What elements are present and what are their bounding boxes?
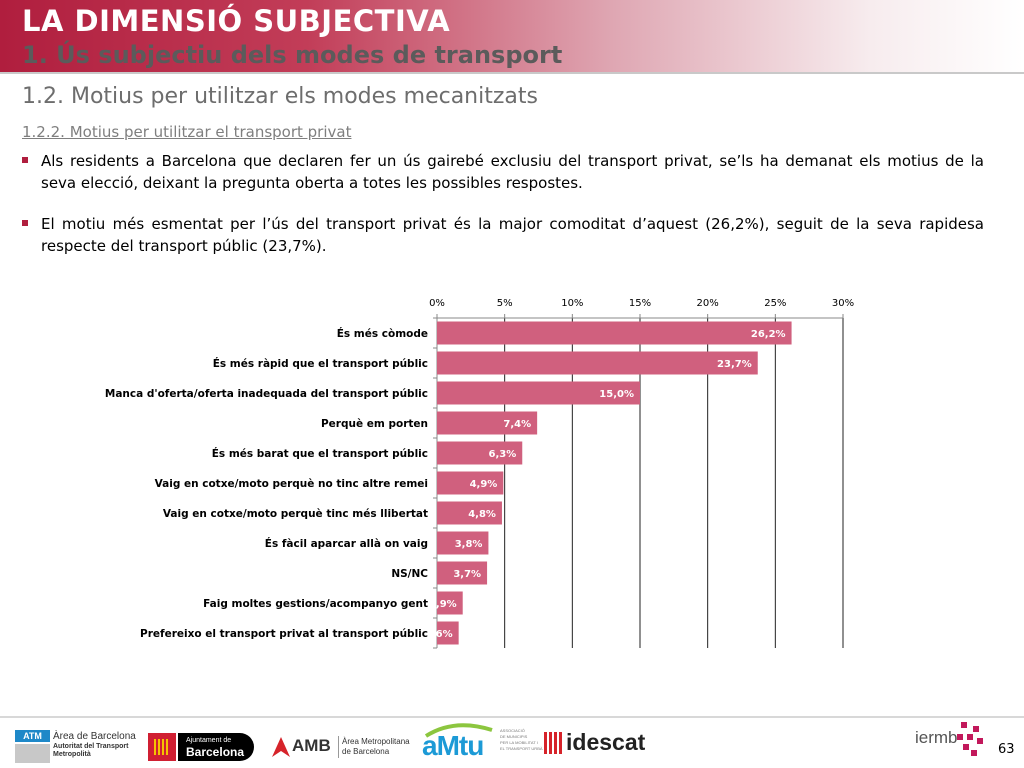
- amtu-line-3: PER LA MOBILITAT I: [500, 740, 538, 745]
- amtu-line-4: EL TRANSPORT URBÀ: [500, 746, 543, 751]
- ajuntament-line-1: Ajuntament de: [186, 737, 232, 744]
- bar-chart: 0% 5% 10% 15% 20% 25% 30% 26,2% És més còmode 23,…: [105, 298, 854, 649]
- bullet-square-icon: [22, 220, 28, 226]
- atm-gray-bar: [15, 744, 50, 763]
- category-label: Vaig en cotxe/moto perquè tinc més llibe…: [163, 508, 428, 520]
- ajuntament-shield-icon: [148, 733, 176, 761]
- bullet-item: El motiu més esmentat per l’ús del trans…: [22, 213, 984, 257]
- ajuntament-line-2: Barcelona: [186, 745, 245, 759]
- data-label: 4,8%: [468, 509, 496, 520]
- data-label: 23,7%: [717, 359, 752, 370]
- page-subtitle: 1. Ús subjectiu dels modes de transport: [22, 41, 563, 69]
- iermb-name: iermb: [915, 728, 958, 747]
- atm-line-3: Metropolità: [53, 751, 91, 758]
- data-label: 3,8%: [455, 539, 483, 550]
- amb-arrow-icon: [272, 737, 290, 757]
- footer-divider: [0, 716, 1024, 718]
- idescat-symbol-icon: [544, 732, 564, 754]
- bar: [437, 351, 758, 375]
- category-label: Perquè em porten: [321, 418, 428, 430]
- bullet-text: Als residents a Barcelona que declaren f…: [41, 152, 984, 192]
- data-label: 26,2%: [751, 329, 786, 340]
- bullet-list: Als residents a Barcelona que declaren f…: [22, 150, 984, 257]
- page-number: 63: [998, 742, 1015, 757]
- section-title: 1.2. Motius per utilitzar els modes meca…: [22, 84, 538, 109]
- bullet-text: El motiu més esmentat per l’ús del trans…: [41, 215, 984, 255]
- data-label: 6,3%: [489, 449, 517, 460]
- x-tick-label: 10%: [561, 298, 583, 309]
- bullet-item: Als residents a Barcelona que declaren f…: [22, 150, 984, 194]
- amtu-line-2: DE MUNICIPIS: [500, 734, 528, 739]
- ajuntament-logo: Ajuntament de Barcelona: [148, 733, 254, 761]
- atm-line-2: Autoritat del Transport: [53, 743, 129, 750]
- amtu-name: aMtu: [422, 730, 484, 761]
- idescat-logo: idescat: [544, 729, 648, 759]
- data-label: 7,4%: [503, 419, 531, 430]
- atm-logo: ATM Àrea de Barcelona Autoritat del Tran…: [15, 730, 136, 763]
- bar: [437, 321, 792, 345]
- x-tick-label: 15%: [629, 298, 651, 309]
- data-label: 3,7%: [453, 569, 481, 580]
- category-label: És més ràpid que el transport públic: [213, 357, 428, 370]
- data-label: 15,0%: [599, 389, 634, 400]
- x-tick-label: 20%: [697, 298, 719, 309]
- bar: [437, 591, 463, 615]
- bar: [437, 471, 504, 495]
- x-tick-label: 0%: [429, 298, 445, 309]
- category-label: Prefereixo el transport privat al transp…: [140, 628, 428, 640]
- subsection-title: 1.2.2. Motius per utilitzar el transport…: [22, 123, 352, 141]
- bullet-square-icon: [22, 157, 28, 163]
- bar: [437, 441, 523, 465]
- category-label: És més còmode: [337, 327, 428, 340]
- bar: [437, 411, 538, 435]
- amb-logo: AMB Àrea Metropolitana de Barcelona: [272, 734, 410, 760]
- category-label: És fàcil aparcar allà on vaig: [265, 537, 428, 550]
- page-title: LA DIMENSIÓ SUBJECTIVA: [22, 4, 451, 38]
- amtu-logo: aMtu ASSOCIACIÓ DE MUNICIPIS PER LA MOBI…: [420, 722, 543, 762]
- header-divider: [0, 72, 1024, 74]
- data-label: 1,9%: [429, 599, 457, 610]
- amtu-line-1: ASSOCIACIÓ: [500, 728, 525, 733]
- bar: [437, 621, 459, 645]
- x-tick-label: 25%: [764, 298, 786, 309]
- header-banner: LA DIMENSIÓ SUBJECTIVA 1. Ús subjectiu d…: [0, 0, 1024, 72]
- amb-line-1: Àrea Metropolitana: [342, 737, 410, 746]
- iermb-logo: iermb: [915, 722, 987, 758]
- category-label: Vaig en cotxe/moto perquè no tinc altre …: [155, 478, 428, 490]
- atm-badge: ATM: [15, 730, 50, 742]
- bar: [437, 381, 640, 405]
- x-tick-label: 5%: [497, 298, 513, 309]
- idescat-name: idescat: [566, 729, 646, 755]
- category-label: NS/NC: [391, 568, 428, 580]
- bar: [437, 501, 502, 525]
- amb-name: AMB: [292, 736, 331, 755]
- x-tick-label: 30%: [832, 298, 854, 309]
- amb-line-2: de Barcelona: [342, 747, 390, 756]
- amb-divider: [338, 736, 339, 758]
- atm-line-1: Àrea de Barcelona: [53, 731, 136, 742]
- data-label: 4,9%: [470, 479, 498, 490]
- iermb-squares-icon: [957, 722, 983, 756]
- category-label: Faig moltes gestions/acompanyo gent: [203, 598, 428, 610]
- category-label: És més barat que el transport públic: [212, 447, 428, 460]
- category-label: Manca d'oferta/oferta inadequada del tra…: [105, 388, 428, 400]
- bar: [437, 561, 488, 585]
- amtu-swoosh-icon: [424, 723, 493, 738]
- data-label: 1,6%: [425, 629, 453, 640]
- ajuntament-black-pill: [178, 733, 254, 761]
- bar: [437, 531, 489, 555]
